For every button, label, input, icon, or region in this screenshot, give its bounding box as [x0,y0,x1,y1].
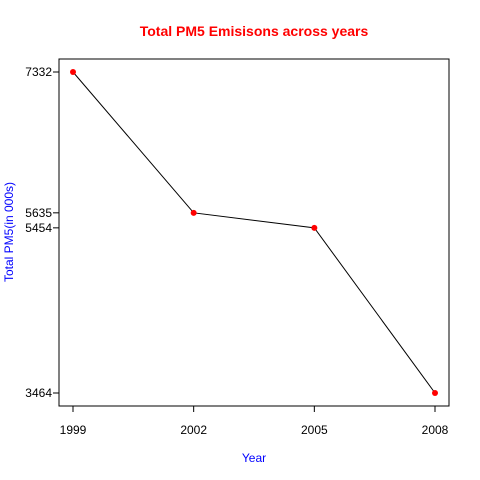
data-point [432,390,438,396]
series-layer [70,69,438,396]
data-point [190,209,197,216]
y-tick-label: 5454 [25,221,52,235]
series-line [72,71,436,394]
plot-frame [58,58,450,407]
chart-title: Total PM5 Emisisons across years [140,23,369,39]
y-tick-label: 5635 [25,206,52,220]
y-tick-label: 7332 [25,65,52,79]
x-axis-title: Year [242,451,266,465]
x-axis: 1999 2002 2005 2008 [60,406,449,437]
x-tick-label: 1999 [60,423,87,437]
data-point [70,69,76,75]
y-tick-label: 3464 [25,386,52,400]
data-point [311,224,318,231]
x-tick-label: 2008 [422,423,449,437]
x-tick-label: 2002 [180,423,207,437]
x-tick-label: 2005 [301,423,328,437]
y-axis-title: Total PM5(in 000s) [2,182,16,282]
